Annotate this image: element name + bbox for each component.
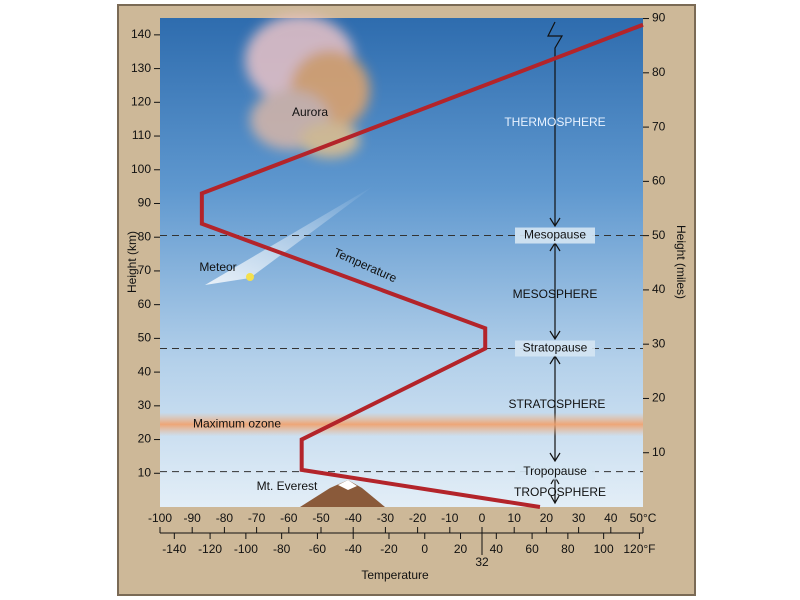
x2-tick-label: 100 <box>594 542 614 556</box>
y-axis-label: Height (km) <box>125 231 139 293</box>
mountain-snow <box>338 480 357 490</box>
y2-tick-label: 70 <box>652 119 666 133</box>
boundary-label-bg <box>515 463 595 480</box>
y2-tick-label: 60 <box>652 174 666 188</box>
ozone-band <box>160 412 643 437</box>
y-tick-label: 30 <box>138 398 152 412</box>
x-tick-label: -80 <box>216 511 234 525</box>
y2-tick-label: 20 <box>652 391 666 405</box>
y-tick-label: 20 <box>138 432 152 446</box>
y2-tick-label: 80 <box>652 65 666 79</box>
y-tick-label: 100 <box>131 162 151 176</box>
x2-tick-label: 120°F <box>623 542 655 556</box>
mountain <box>300 480 385 507</box>
y-tick-label: 60 <box>138 297 152 311</box>
boundary-label: Stratopause <box>523 341 588 355</box>
boundary-label-bg <box>515 227 595 244</box>
annotation: Meteor <box>199 260 236 274</box>
y2-tick-label: 40 <box>652 282 666 296</box>
meteor <box>246 273 254 281</box>
x2-tick-label: -140 <box>162 542 186 556</box>
y-tick-label: 50 <box>138 331 152 345</box>
x-tick-label: -100 <box>148 511 172 525</box>
x-tick-label: -60 <box>280 511 298 525</box>
annotation: STRATOSPHERE <box>509 397 606 411</box>
temperature-line <box>199 22 644 509</box>
y-tick-label: 90 <box>138 196 152 210</box>
x2-tick-label: -40 <box>345 542 363 556</box>
x-tick-label: 50°C <box>630 511 657 525</box>
boundary-label: Tropopause <box>523 464 587 478</box>
y-tick-label: 130 <box>131 61 151 75</box>
x2-tick-label: 20 <box>454 542 468 556</box>
y-tick-label: 120 <box>131 94 151 108</box>
boundary-label-bg <box>515 340 595 357</box>
annotation: Aurora <box>292 105 328 119</box>
x2-tick-label: 32 <box>475 555 489 569</box>
x2-tick-label: -80 <box>273 542 291 556</box>
meteor-trail <box>205 185 375 285</box>
y2-tick-label: 10 <box>652 445 666 459</box>
x2-tick-label: 0 <box>421 542 428 556</box>
x2-tick-label: -60 <box>309 542 327 556</box>
y2-axis-label: Height (miles) <box>674 225 688 299</box>
x2-tick-label: 40 <box>490 542 504 556</box>
y2-tick-label: 30 <box>652 336 666 350</box>
annotation: Mt. Everest <box>257 479 318 493</box>
x2-tick-label: -20 <box>380 542 398 556</box>
x2-tick-label: -100 <box>234 542 258 556</box>
annotation: MESOSPHERE <box>513 287 598 301</box>
boundary-label: Mesopause <box>524 228 586 242</box>
y-tick-label: 140 <box>131 27 151 41</box>
x-tick-label: 20 <box>540 511 554 525</box>
y2-tick-label: 50 <box>652 228 666 242</box>
x2-tick-label: -120 <box>198 542 222 556</box>
ozone-label: Maximum ozone <box>193 417 281 431</box>
x-axis-label: Temperature <box>361 568 429 582</box>
x-tick-label: -50 <box>312 511 330 525</box>
x-tick-label: -20 <box>409 511 427 525</box>
x2-tick-label: 80 <box>561 542 575 556</box>
x2-tick-label: 60 <box>525 542 539 556</box>
x-tick-label: -90 <box>184 511 202 525</box>
x-tick-label: -70 <box>248 511 266 525</box>
annotation: TROPOSPHERE <box>514 485 606 499</box>
x-tick-label: -10 <box>441 511 459 525</box>
y-tick-label: 10 <box>138 465 152 479</box>
annotation: THERMOSPHERE <box>504 115 605 129</box>
x-tick-label: -40 <box>345 511 363 525</box>
x-tick-label: -30 <box>377 511 395 525</box>
y-tick-label: 110 <box>132 128 151 142</box>
x-tick-label: 0 <box>479 511 486 525</box>
y-tick-label: 40 <box>138 364 152 378</box>
x-tick-label: 30 <box>572 511 586 525</box>
y-tick-label: 80 <box>138 229 152 243</box>
y-tick-label: 70 <box>138 263 152 277</box>
x-tick-label: 10 <box>508 511 522 525</box>
y2-tick-label: 90 <box>652 11 666 25</box>
x-tick-label: 40 <box>604 511 618 525</box>
